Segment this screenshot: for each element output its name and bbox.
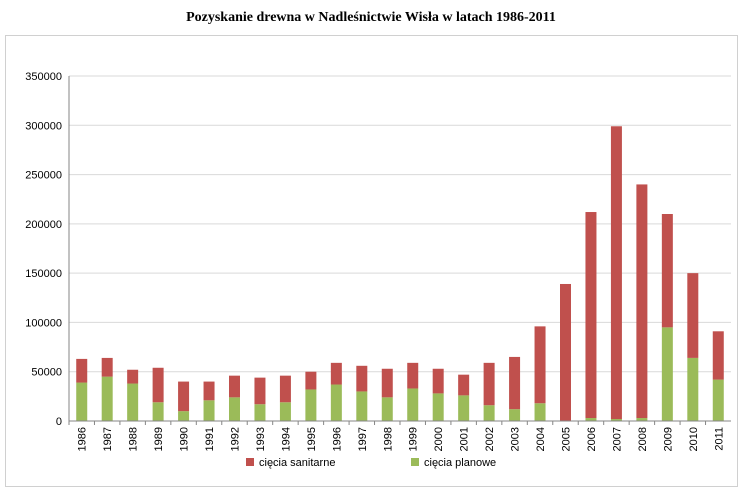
- bar-planowe-1989: [152, 402, 164, 421]
- bar-planowe-1991: [203, 400, 215, 421]
- bar-sanitarne-2009: [661, 214, 673, 328]
- x-tick-label: 1998: [382, 427, 394, 451]
- x-tick-label: 1993: [255, 427, 267, 451]
- bar-sanitarne-1987: [101, 357, 113, 377]
- x-tick-label: 1995: [306, 427, 318, 451]
- bar-sanitarne-2005: [560, 283, 571, 421]
- x-tick-label: 1987: [102, 427, 114, 451]
- bar-planowe-1990: [178, 411, 190, 421]
- x-tick-label: 1996: [331, 427, 343, 451]
- bar-sanitarne-2010: [687, 273, 699, 358]
- bar-planowe-2009: [661, 327, 673, 421]
- bar-planowe-1995: [305, 389, 317, 421]
- bar-sanitarne-2006: [585, 212, 597, 419]
- bar-planowe-1987: [101, 376, 113, 421]
- bar-sanitarne-1992: [229, 375, 240, 398]
- x-tick-label: 2004: [535, 427, 547, 451]
- y-tick-label: 50000: [31, 367, 62, 379]
- bar-sanitarne-1989: [152, 367, 164, 403]
- bar-sanitarne-2008: [636, 184, 648, 419]
- x-tick-label: 2002: [484, 427, 496, 451]
- bar-sanitarne-1999: [407, 362, 419, 389]
- bar-planowe-2007: [610, 419, 622, 421]
- x-tick-label: 2011: [713, 427, 725, 451]
- axes: [68, 76, 731, 425]
- y-tick-label: 300000: [25, 120, 62, 132]
- x-tick-label: 2008: [637, 427, 649, 451]
- x-tick-label: 2009: [662, 427, 674, 451]
- y-axis-ticks: 0 50000 100000 150000 200000 250000 300000 3500…: [25, 71, 62, 428]
- bar-sanitarne-1993: [254, 377, 266, 405]
- bar-planowe-2004: [534, 403, 546, 421]
- y-tick-label: 200000: [25, 219, 62, 231]
- bar-sanitarne-2011: [712, 331, 724, 380]
- x-tick-label: 1991: [204, 427, 216, 451]
- legend-label-sanitarne: cięcia sanitarne: [259, 457, 335, 469]
- x-tick-label: 1986: [77, 427, 89, 451]
- bar-planowe-2008: [636, 418, 648, 421]
- bar-planowe-2003: [509, 409, 521, 421]
- bar-planowe-2011: [712, 379, 724, 421]
- bar-sanitarne-2000: [432, 368, 444, 394]
- bar-sanitarne-1994: [279, 375, 291, 403]
- bar-planowe-1986: [76, 382, 88, 421]
- gridlines: [69, 75, 731, 373]
- x-tick-label: 1992: [230, 427, 242, 451]
- bar-sanitarne-1995: [305, 371, 317, 390]
- bar-sanitarne-2002: [483, 362, 495, 406]
- x-tick-label: 1999: [408, 427, 420, 451]
- legend: cięcia sanitarne cięcia planowe: [246, 457, 496, 469]
- bar-sanitarne-1997: [356, 365, 368, 392]
- chart-svg: 0 50000 100000 150000 200000 250000 300000 3500…: [25, 71, 731, 469]
- x-tick-label: 2010: [688, 427, 700, 451]
- bar-sanitarne-1988: [127, 369, 139, 384]
- x-axis-ticks: 1986 1987 1988 1989 1990 1991 1992 1993 1994 1995…: [77, 427, 726, 451]
- bar-sanitarne-2007: [610, 126, 622, 420]
- x-tick-label: 2007: [611, 427, 623, 451]
- x-tick-label: 2000: [433, 427, 445, 451]
- x-tick-label: 1989: [153, 427, 165, 451]
- y-tick-label: 250000: [25, 170, 62, 182]
- x-tick-label: 1997: [357, 427, 369, 451]
- bar-planowe-1997: [356, 391, 368, 421]
- bar-planowe-2006: [585, 418, 597, 421]
- legend-label-planowe: cięcia planowe: [424, 457, 496, 469]
- bar-sanitarne-1991: [203, 381, 215, 401]
- bar-planowe-1996: [330, 384, 342, 421]
- bar-sanitarne-1996: [330, 362, 342, 385]
- x-tick-label: 2006: [586, 427, 598, 451]
- bar-planowe-2000: [432, 393, 444, 421]
- bar-planowe-2001: [458, 395, 470, 421]
- x-tick-label: 1994: [280, 427, 292, 451]
- bar-planowe-2002: [483, 405, 495, 421]
- legend-swatch-planowe: [411, 458, 419, 466]
- x-tick-label: 2001: [459, 427, 471, 451]
- chart-title: Pozyskanie drewna w Nadleśnictwie Wisła …: [186, 10, 556, 25]
- y-tick-label: 150000: [25, 268, 62, 280]
- bar-planowe-1998: [381, 397, 393, 421]
- bar-sanitarne-2001: [458, 374, 470, 396]
- x-tick-label: 1988: [128, 427, 140, 451]
- bar-planowe-1992: [229, 397, 240, 421]
- y-tick-label: 350000: [25, 71, 62, 83]
- bar-sanitarne-2003: [509, 356, 521, 410]
- legend-swatch-sanitarne: [246, 458, 254, 466]
- bar-planowe-1988: [127, 383, 139, 421]
- bar-sanitarne-1998: [381, 368, 393, 398]
- bar-planowe-2010: [687, 357, 699, 421]
- chart-frame: 0 50000 100000 150000 200000 250000 300000 3500…: [5, 35, 738, 487]
- x-tick-label: 1990: [179, 427, 191, 451]
- bars: [76, 126, 724, 421]
- y-tick-label: 100000: [25, 317, 62, 329]
- bar-planowe-1994: [279, 402, 291, 421]
- bar-sanitarne-2004: [534, 326, 546, 404]
- x-tick-label: 2005: [561, 427, 573, 451]
- bar-planowe-1993: [254, 404, 266, 421]
- bar-sanitarne-1990: [178, 381, 190, 412]
- x-tick-label: 2003: [510, 427, 522, 451]
- y-tick-label: 0: [56, 416, 62, 428]
- bar-planowe-1999: [407, 388, 419, 421]
- bar-sanitarne-1986: [76, 358, 88, 383]
